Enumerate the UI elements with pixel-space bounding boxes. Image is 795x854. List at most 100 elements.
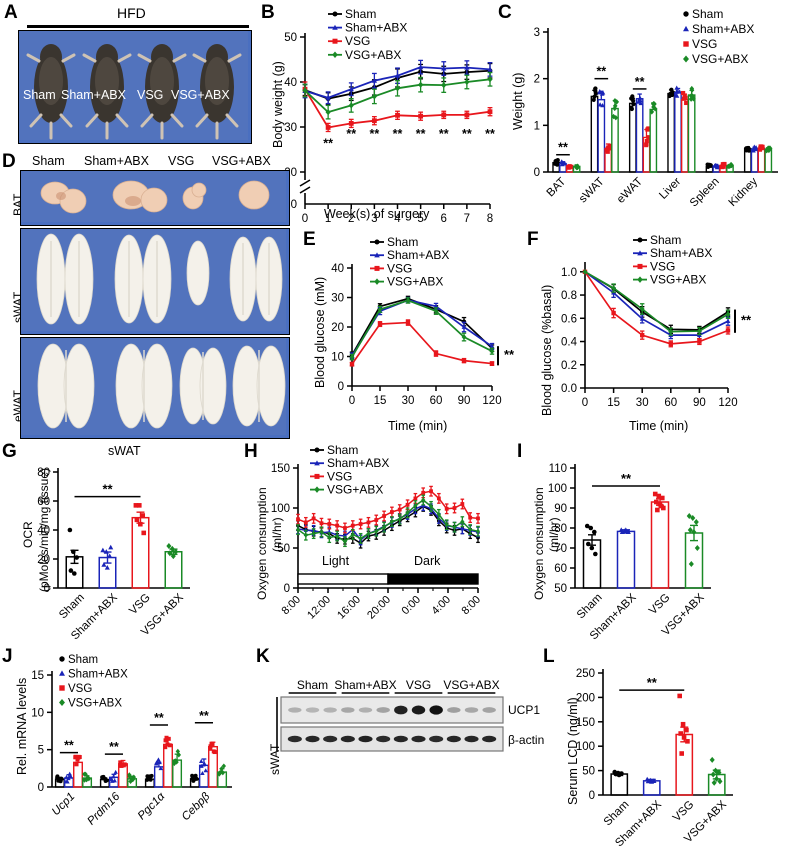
panel-h-ylabel-1: Oxygen consumption [256,487,268,600]
data-point [312,517,316,521]
data-point [421,491,425,495]
legend-marker [315,474,320,479]
blot-band-ucp1-lane2 [306,707,319,712]
data-point [164,738,168,742]
data-point [55,774,59,778]
y-tick-label: 1.0 [561,267,577,279]
data-point [398,508,402,512]
data-point [464,112,469,117]
data-point [349,102,354,108]
legend-label: Sham+ABX [327,456,389,470]
data-point [168,743,172,747]
data-point [138,522,143,527]
bar-Kidney-Sham+ABX [751,149,757,172]
panel-h: H Oxygen consumption (ml/hr) Light Dark … [240,440,515,645]
data-point [611,311,615,315]
x-tick-label-VSG: VSG [647,592,673,618]
data-point [640,333,644,337]
x-tick-label: 0 [302,213,308,225]
x-tick-label: 8:00 [459,594,483,618]
significance-marker: ** [416,127,426,141]
data-point [135,518,140,523]
x-tick-label: 4:00 [429,594,453,618]
data-point [141,531,146,536]
data-point [645,127,649,131]
data-point [592,530,597,535]
blot-band-ucp1-lane5 [359,707,372,712]
panel-d-col-sham-abx: Sham+ABX [84,155,149,168]
data-point [104,779,108,783]
x-tick-label: 15 [374,395,387,407]
blot-band-ucp1-lane9 [429,705,442,714]
data-point [617,773,622,778]
panel-l: L Serum LCD (ng/ml) 0 50 100 150 200 250 Sham S… [535,645,795,854]
bar-VSG [132,518,149,588]
panel-e-label: E [303,230,316,249]
panel-c: C Weight (g) 0 1 2 3 BAT sWAT eWAT Liver Spleen K… [496,0,795,228]
legend-label: Sham+ABX [387,248,449,262]
data-point [476,517,480,521]
blot-band-ucp1-lane6 [376,707,389,713]
panel-j: J Rel. mRNA levels 0 5 10 15 Ucp1 Prdm16 Pgc1α… [0,645,250,854]
x-tick-label-Ucp1: Ucp1 [50,791,77,818]
significance-marker: ** [370,127,380,141]
data-point [413,497,417,501]
x-tick-label: 60 [430,395,443,407]
data-point [468,516,472,520]
data-point [437,497,441,501]
blot-band-ucp1-lane3 [323,707,336,712]
y-tick-label: 1 [534,120,540,132]
significance-marker: ** [346,127,356,141]
bar-VSG [652,502,669,588]
x-tick-label-Pgc1α: Pgc1α [136,790,168,822]
legend-label: VSG [327,469,352,483]
legend-label: VSG [387,261,412,275]
data-point [406,503,410,507]
data-point [710,757,715,763]
data-point [593,552,598,557]
legend-label: VSG+ABX [327,483,383,497]
data-point [638,96,643,100]
bar-Liver-Sham+ABX [675,93,681,172]
legend-marker [683,26,689,31]
data-point [453,506,457,510]
bar-eWAT-Sham [630,103,636,172]
panel-i-ylabel-2: (ml/hr) [548,517,560,552]
blot-band-ucp1-lane7 [394,706,407,715]
data-point [212,749,216,753]
x-tick-label-sWAT: sWAT [577,176,607,206]
legend-marker [59,670,65,675]
significance-marker: ** [741,313,752,328]
hfd-bar [27,25,249,28]
bar-Sham+ABX [618,531,635,588]
x-tick-label: 90 [693,397,706,409]
data-point [327,522,331,526]
data-point [630,94,634,98]
data-point [434,351,438,355]
data-point [445,507,449,511]
data-point [747,147,751,151]
x-tick-label: 7 [464,213,470,225]
y-tick-label: 15 [31,670,44,682]
data-point [683,96,687,100]
data-point [677,694,682,699]
data-point [670,90,674,94]
panel-g: G sWAT OCR (pMoles/min/mg tissue) 0 20 40 6… [0,440,240,645]
panel-d-col-vsg-abx: VSG+ABX [212,155,271,168]
x-tick-label-Prdm16: Prdm16 [85,790,122,827]
panel-l-ylabel: Serum LCD (ng/ml) [567,697,580,805]
mouse-label-sham-abx: Sham+ABX [61,89,126,102]
x-tick-label-Spleen: Spleen [688,176,722,210]
data-point [406,320,410,324]
y-tick-label: 40 [331,263,344,275]
legend-marker [683,11,688,16]
data-point [553,159,557,163]
significance-marker: ** [102,482,113,497]
panel-f: F Blood glucose (%basal) Time (min) 0.0 0… [525,228,795,440]
y-tick-label: 2 [534,74,540,86]
x-tick-label-eWAT: eWAT [615,176,645,206]
data-point [326,125,331,130]
blot-group-label-Sham: Sham [297,678,328,692]
data-point [707,163,711,167]
x-tick-label-Liver: Liver [657,176,683,202]
